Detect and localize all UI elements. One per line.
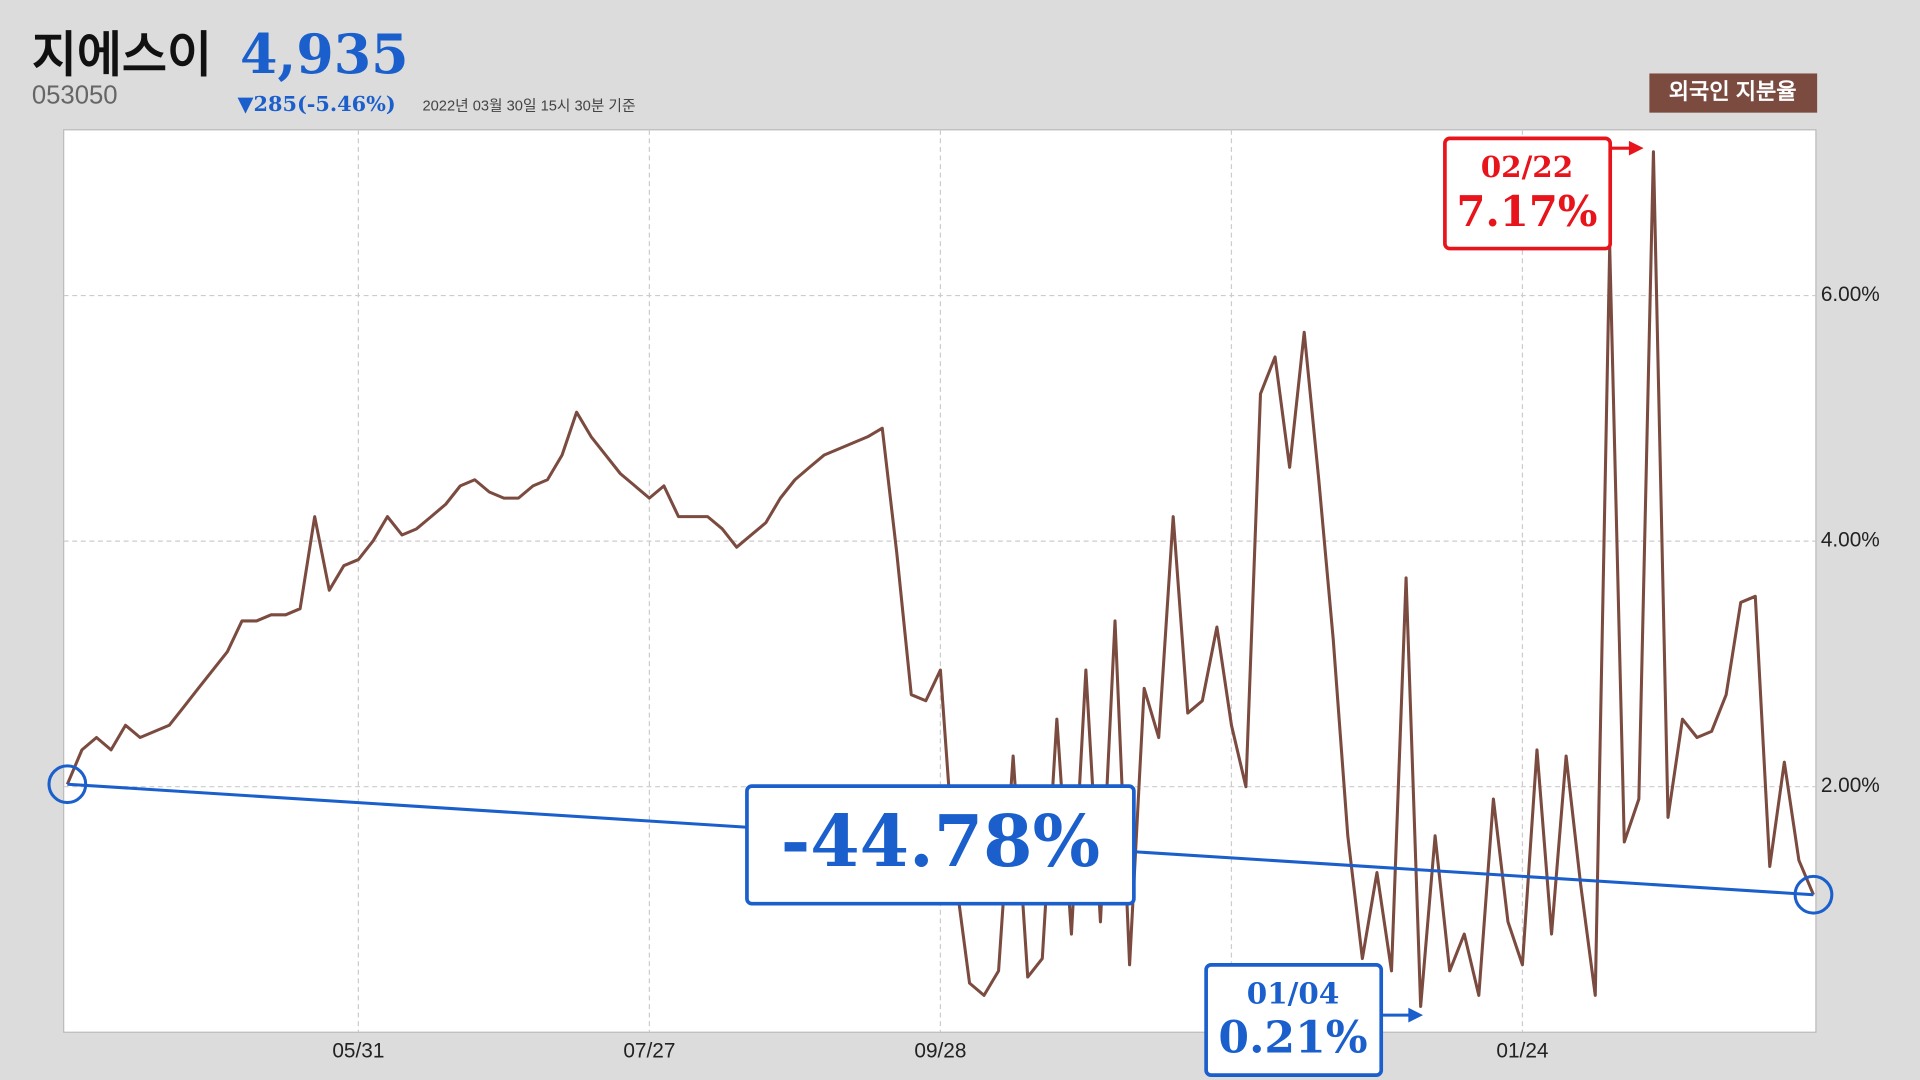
timestamp: 2022년 03월 30일 15시 30분 기준: [422, 97, 635, 114]
endpoint-marker: [47, 764, 88, 805]
min-label: 0.21%: [1218, 1012, 1367, 1063]
y-tick-label: 4.00%: [1821, 529, 1880, 552]
legend-badge: [1649, 73, 1818, 113]
change-label: -44.78%: [781, 799, 1100, 883]
min-date: 01/04: [1247, 976, 1340, 1011]
y-tick-label: 6.00%: [1821, 283, 1880, 306]
endpoint-marker: [1793, 874, 1834, 915]
price: 4,935: [240, 22, 409, 86]
legend-label: 외국인 지분율: [1669, 79, 1797, 104]
stock-name: 지에스이: [32, 29, 212, 83]
min-box: [1204, 963, 1384, 1077]
x-tick-label: 05/31: [332, 1039, 384, 1062]
y-tick-label: 2.00%: [1821, 774, 1880, 797]
max-label: 7.17%: [1456, 187, 1597, 236]
change-box: [745, 784, 1136, 906]
x-tick-label: 01/24: [1496, 1039, 1548, 1062]
x-tick-label: 09/28: [914, 1039, 966, 1062]
price-change: ▼285(-5.46%): [238, 91, 396, 116]
max-date: 02/22: [1481, 149, 1574, 184]
max-arrowhead: [1628, 140, 1644, 156]
data-line: [65, 150, 1815, 1008]
stock-code: 053050: [32, 82, 118, 110]
max-box: [1443, 136, 1613, 251]
x-tick-label: 07/27: [623, 1039, 675, 1062]
min-arrowhead: [1408, 1007, 1424, 1023]
